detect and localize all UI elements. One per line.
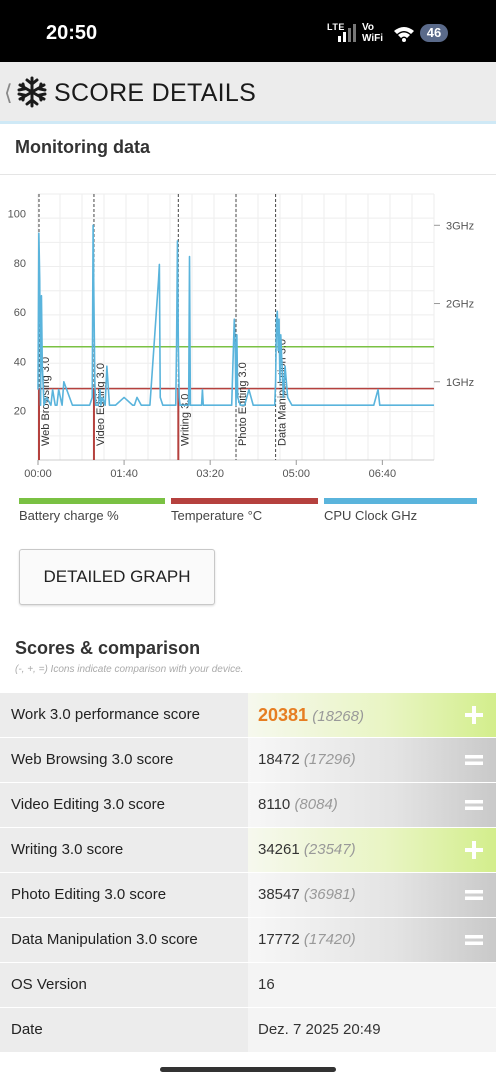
monitoring-chart: 20 40 60 80 100 1GHz 2GHz 3GHz 00:00 01:40 03:20 05… [0, 176, 496, 486]
plus-icon [465, 841, 483, 859]
vowifi-label-wifi: WiFi [362, 33, 384, 44]
score-main-value: 18472 [258, 751, 300, 768]
score-main-value: 38547 [258, 886, 300, 903]
score-row-data-manipulation: Data Manipulation 3.0 score 17772 (17420… [0, 917, 496, 962]
segment-label: Photo Editing 3.0 [237, 362, 249, 446]
score-label: Photo Editing 3.0 score [0, 873, 248, 917]
score-main-value: 8110 [258, 796, 291, 813]
score-row-os-version: OS Version 16 [0, 962, 496, 1007]
y-tick-label-left: 40 [14, 356, 26, 368]
plus-icon [465, 706, 483, 724]
score-label: Work 3.0 performance score [0, 693, 248, 737]
score-label: Data Manipulation 3.0 score [0, 918, 248, 962]
score-reference-value: (18268) [312, 708, 364, 725]
x-tick-label: 00:00 [24, 468, 52, 480]
score-row-work: Work 3.0 performance score 20381 (18268) [0, 692, 496, 737]
legend-temperature-swatch [171, 498, 318, 504]
app-bar: ⟨ SCORE DETAILS [0, 62, 496, 124]
legend-cpu-label: CPU Clock GHz [324, 508, 418, 523]
score-main-value: Dez. 7 2025 20:49 [258, 1021, 381, 1038]
equal-icon [465, 800, 483, 810]
series-cpu-line [37, 224, 434, 407]
score-value: 16 [248, 963, 496, 1007]
score-row-date: Date Dez. 7 2025 20:49 [0, 1007, 496, 1052]
score-reference-value: (17296) [303, 751, 356, 768]
score-main-value: 20381 [258, 705, 309, 725]
monitoring-chart-svg: 20 40 60 80 100 1GHz 2GHz 3GHz 00:00 01:40 03:20 05… [8, 193, 474, 480]
score-value: 8110 (8084) [248, 783, 496, 827]
score-main-value: 17772 [258, 931, 300, 948]
score-value: 17772 (17420) [248, 918, 496, 962]
y-tick-label-left: 60 [14, 307, 26, 319]
score-value: 20381 (18268) [248, 693, 496, 737]
legend-battery-swatch [19, 498, 165, 504]
x-tick-label: 01:40 [110, 468, 138, 480]
y-tick-label-left: 100 [8, 209, 26, 221]
score-row-writing: Writing 3.0 score 34261 (23547) [0, 827, 496, 872]
vowifi-label-vo: Vo [362, 22, 375, 33]
y-tick-label-right: 3GHz [446, 220, 474, 232]
score-list: Work 3.0 performance score 20381 (18268)… [0, 692, 496, 1052]
x-tick-label: 03:20 [196, 468, 224, 480]
legend-battery-label: Battery charge % [19, 508, 119, 523]
score-value: 34261 (23547) [248, 828, 496, 872]
score-reference-value: (36981) [303, 886, 356, 903]
legend-temperature-label: Temperature °C [171, 508, 263, 523]
monitoring-title: Monitoring data [15, 137, 150, 157]
score-reference-value: (8084) [294, 796, 338, 813]
score-reference-value: (23547) [303, 841, 356, 858]
score-label: Video Editing 3.0 score [0, 783, 248, 827]
wifi-icon [394, 27, 414, 42]
score-row-video-editing: Video Editing 3.0 score 8110 (8084) [0, 782, 496, 827]
scores-subtitle: (-, +, =) Icons indicate comparison with… [15, 664, 244, 675]
score-reference-value: (17420) [303, 931, 356, 948]
y-tick-label-left: 80 [14, 258, 26, 270]
x-tick-label: 06:40 [369, 468, 397, 480]
chevron-left-icon[interactable]: ⟨ [4, 80, 13, 105]
score-row-photo-editing: Photo Editing 3.0 score 38547 (36981) [0, 872, 496, 917]
legend-battery: Battery charge % [19, 498, 165, 528]
scores-title: Scores & comparison [15, 638, 201, 658]
y-tick-label-right: 2GHz [446, 299, 474, 311]
network-type-label: LTE [327, 22, 345, 32]
y-tick-label-right: 1GHz [446, 377, 474, 389]
monitoring-header: Monitoring data [0, 125, 496, 175]
score-label: OS Version [0, 963, 248, 1007]
page-title: SCORE DETAILS [54, 79, 257, 107]
score-value: 18472 (17296) [248, 738, 496, 782]
equal-icon [465, 890, 483, 900]
status-time: 20:50 [46, 22, 98, 44]
score-value: Dez. 7 2025 20:49 [248, 1008, 496, 1052]
legend-cpu: CPU Clock GHz [324, 498, 477, 528]
signal-icon [338, 24, 356, 42]
legend-cpu-swatch [324, 498, 477, 504]
y-tick-label-left: 20 [14, 406, 26, 418]
legend-temperature: Temperature °C [171, 498, 318, 528]
score-main-value: 16 [258, 976, 275, 993]
status-bar: 20:50 LTE Vo WiFi 46 [0, 0, 496, 62]
snowflake-icon [17, 76, 47, 108]
score-value: 38547 (36981) [248, 873, 496, 917]
score-label: Date [0, 1008, 248, 1052]
segment-label: Writing 3.0 [179, 394, 191, 446]
vowifi-label: Vo WiFi [362, 22, 383, 44]
score-row-web-browsing: Web Browsing 3.0 score 18472 (17296) [0, 737, 496, 782]
detailed-graph-button[interactable]: DETAILED GRAPH [19, 549, 215, 605]
x-tick-label: 05:00 [282, 468, 310, 480]
equal-icon [465, 755, 483, 765]
score-label: Web Browsing 3.0 score [0, 738, 248, 782]
score-main-value: 34261 [258, 841, 300, 858]
score-label: Writing 3.0 score [0, 828, 248, 872]
battery-icon: 46 [420, 24, 448, 42]
home-indicator[interactable] [160, 1067, 336, 1072]
equal-icon [465, 935, 483, 945]
